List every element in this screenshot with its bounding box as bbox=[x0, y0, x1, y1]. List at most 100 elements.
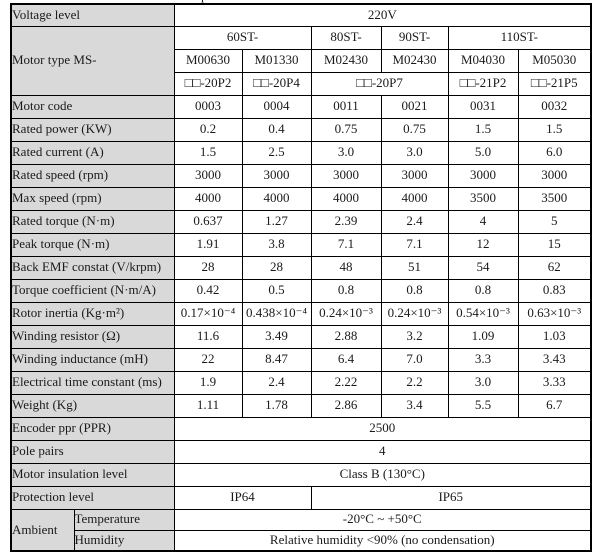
spec-row-label: Rated current (A) bbox=[10, 140, 175, 165]
spec-cell: 8.47 bbox=[241, 347, 312, 372]
spec-cell: 5 bbox=[517, 209, 592, 234]
spec-cell: 0.24×10⁻³ bbox=[380, 301, 449, 326]
spec-cell: 6.7 bbox=[517, 393, 592, 418]
spec-cell: 3.8 bbox=[241, 232, 312, 257]
spec-cell: 0.17×10⁻⁴ bbox=[173, 301, 243, 326]
spec-cell: 3.33 bbox=[517, 370, 592, 395]
spec-row: Back EMF constat (V/krpm) 28 28 48 51 54… bbox=[10, 255, 592, 280]
spec-cell: 2.4 bbox=[241, 370, 312, 395]
spec-cell: 28 bbox=[241, 255, 312, 280]
encoder-ppr-row: Encoder ppr (PPR) 2500 bbox=[10, 416, 592, 441]
spec-cell: 0011 bbox=[310, 94, 382, 119]
spec-row: Rated torque (N·m) 0.637 1.27 2.39 2.4 4… bbox=[10, 209, 592, 234]
voltage-row: Voltage level 220V bbox=[10, 3, 592, 27]
voltage-value: 220V bbox=[173, 3, 592, 27]
spec-cell: 3000 bbox=[241, 163, 312, 188]
spec-cell: 51 bbox=[380, 255, 449, 280]
frame-size-110st: 110ST- bbox=[447, 25, 592, 50]
spec-cell: 0.2 bbox=[173, 117, 243, 142]
spec-row: Electrical time constant (ms) 1.9 2.4 2.… bbox=[10, 370, 592, 395]
spec-cell: 0.54×10⁻³ bbox=[447, 301, 519, 326]
ambient-temperature-row: Ambient Temperature -20°C ~ +50°C bbox=[10, 508, 592, 552]
frame-size-80st: 80ST- bbox=[310, 25, 382, 50]
spec-cell: 7.0 bbox=[380, 347, 449, 372]
spec-cell: 0.83 bbox=[517, 278, 592, 303]
model-cell: M04030 bbox=[447, 48, 519, 73]
spec-cell: 2.88 bbox=[310, 324, 382, 349]
spec-cell: 2.39 bbox=[310, 209, 382, 234]
humidity-label: Humidity bbox=[73, 529, 175, 552]
spec-cell: 0.75 bbox=[380, 117, 449, 142]
spec-row: Winding inductance (mH) 22 8.47 6.4 7.0 … bbox=[10, 347, 592, 372]
spec-row: Rated power (KW) 0.2 0.4 0.75 0.75 1.5 1… bbox=[10, 117, 592, 142]
humidity-value: Relative humidity <90% (no condensation) bbox=[173, 529, 592, 552]
spec-row: Winding resistor (Ω) 11.6 3.49 2.88 3.2 … bbox=[10, 324, 592, 349]
spec-cell: 2.4 bbox=[380, 209, 449, 234]
spec-cell: 48 bbox=[310, 255, 382, 280]
spec-cell: 2.86 bbox=[310, 393, 382, 418]
pole-pairs-row: Pole pairs 4 bbox=[10, 439, 592, 464]
spec-cell: 1.5 bbox=[517, 117, 592, 142]
protection-ip64: IP64 bbox=[173, 485, 312, 510]
spec-cell: 1.5 bbox=[173, 140, 243, 165]
spec-cell: 2.2 bbox=[380, 370, 449, 395]
spec-cell: 15 bbox=[517, 232, 592, 257]
ambient-humidity-row: Humidity Relative humidity <90% (no cond… bbox=[11, 529, 592, 552]
protection-ip65: IP65 bbox=[310, 485, 592, 510]
spec-cell: 3500 bbox=[517, 186, 592, 211]
spec-cell: 0.438×10⁻⁴ bbox=[241, 301, 312, 326]
encoder-ppr-value: 2500 bbox=[173, 416, 592, 441]
spec-cell: 5.0 bbox=[447, 140, 519, 165]
frame-size-60st: 60ST- bbox=[173, 25, 312, 50]
spec-cell: 54 bbox=[447, 255, 519, 280]
spec-row: Rotor inertia (Kg·m²) 0.17×10⁻⁴ 0.438×10… bbox=[10, 301, 592, 326]
spec-cell: 3000 bbox=[173, 163, 243, 188]
spec-cell: 3.4 bbox=[380, 393, 449, 418]
spec-row-label: Motor code bbox=[10, 94, 175, 119]
clipped-page-title-text: Main parameters of MS series 220V servo … bbox=[0, 0, 600, 3]
insulation-value: Class B (130°C) bbox=[173, 462, 592, 487]
spec-cell: 0003 bbox=[173, 94, 243, 119]
spec-cell: 0021 bbox=[380, 94, 449, 119]
spec-cell: 1.27 bbox=[241, 209, 312, 234]
spec-cell: 3500 bbox=[447, 186, 519, 211]
spec-row-label: Back EMF constat (V/krpm) bbox=[10, 255, 175, 280]
spec-cell: 12 bbox=[447, 232, 519, 257]
motor-spec-table: Voltage level 220V Motor type MS- 60ST- … bbox=[10, 3, 593, 552]
pole-pairs-label: Pole pairs bbox=[10, 439, 175, 464]
spec-cell: 7.1 bbox=[380, 232, 449, 257]
protection-label: Protection level bbox=[10, 485, 175, 510]
spec-cell: 1.9 bbox=[173, 370, 243, 395]
spec-cell: 2.22 bbox=[310, 370, 382, 395]
spec-cell: 3.0 bbox=[380, 140, 449, 165]
voltage-label: Voltage level bbox=[10, 3, 175, 27]
encoder-ppr-label: Encoder ppr (PPR) bbox=[10, 416, 175, 441]
pole-pairs-value: 4 bbox=[173, 439, 592, 464]
spec-cell: 3000 bbox=[447, 163, 519, 188]
spec-cell: 0.4 bbox=[241, 117, 312, 142]
spec-cell: 0004 bbox=[241, 94, 312, 119]
spec-cell: 3.3 bbox=[447, 347, 519, 372]
frame-size-90st: 90ST- bbox=[380, 25, 449, 50]
spec-cell: 0.8 bbox=[380, 278, 449, 303]
spec-cell: 0.75 bbox=[310, 117, 382, 142]
power-code-row: □□-20P2 □□-20P4 □□-20P7 □□-21P2 □□-21P5 bbox=[11, 71, 592, 96]
model-cell: M02430 bbox=[380, 48, 449, 73]
spec-row: Rated speed (rpm) 3000 3000 3000 3000 30… bbox=[10, 163, 592, 188]
spec-cell: 3000 bbox=[310, 163, 382, 188]
power-code-cell: □□-20P7 bbox=[310, 71, 449, 96]
model-cell: M05030 bbox=[517, 48, 592, 73]
spec-row: Torque coefficient (N·m/A) 0.42 0.5 0.8 … bbox=[10, 278, 592, 303]
spec-cell: 4000 bbox=[173, 186, 243, 211]
spec-cell: 7.1 bbox=[310, 232, 382, 257]
spec-cell: 4000 bbox=[310, 186, 382, 211]
spec-cell: 3.43 bbox=[517, 347, 592, 372]
spec-cell: 0.637 bbox=[173, 209, 243, 234]
spec-row-label: Rated power (KW) bbox=[10, 117, 175, 142]
spec-cell: 0.5 bbox=[241, 278, 312, 303]
spec-row: Peak torque (N·m) 1.91 3.8 7.1 7.1 12 15 bbox=[10, 232, 592, 257]
spec-cell: 1.09 bbox=[447, 324, 519, 349]
spec-cell: 0032 bbox=[517, 94, 592, 119]
insulation-row: Motor insulation level Class B (130°C) bbox=[10, 462, 592, 487]
spec-cell: 2.5 bbox=[241, 140, 312, 165]
